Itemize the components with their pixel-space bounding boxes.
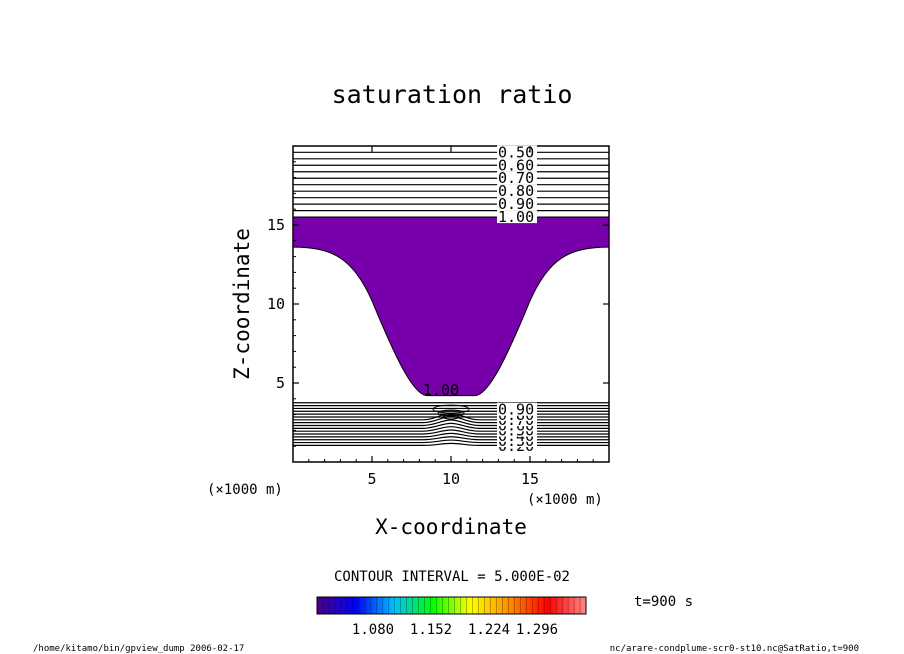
colorbar-tick-labels: 1.080 1.152 1.224 1.296 [352,622,558,638]
time-label: t=900 s [634,594,693,610]
upper-contour-label-bg [497,197,537,211]
upper-contour-label: 1.00 [498,208,534,226]
colorbar: 1.080 1.152 1.224 1.296 [316,596,587,638]
y-axis-unit: (×1000 m) [207,482,283,498]
lower-contour-loop [437,409,465,417]
lower-contour-lines [293,402,609,447]
upper-contour-label: 0.60 [498,156,534,174]
lower-contour-line [293,416,609,424]
lower-contour-label-bg [497,402,537,416]
lower-contour-line [293,436,609,441]
lower-contour-line [293,426,609,432]
upper-contour-labels: 0.500.600.700.800.901.00 [497,143,537,226]
colorbar-frame [316,596,587,615]
colorbar-stripes [322,597,581,614]
lower-contour-line [293,442,609,447]
y-tick-label: 5 [276,374,285,392]
upper-contour-label-bg [497,210,537,224]
y-axis-label: Z-coordinate [230,228,254,380]
upper-contour-label-bg [497,158,537,172]
footer-right: nc/arare-condplume-scr0-st10.nc@SatRatio… [610,644,859,654]
lower-contour-labels: 0.200.300.400.500.600.700.800.90 [497,401,537,455]
upper-contour-label: 0.70 [498,169,534,187]
y-tick-label: 15 [267,216,285,234]
lower-contour-line [293,422,609,429]
upper-contour-label: 0.80 [498,182,534,200]
upper-contour-label: 0.90 [498,195,534,213]
colorbar-tick-label: 1.296 [516,622,558,638]
lower-contour-loop [432,404,470,414]
upper-contour-label-bg [497,184,537,198]
lower-contour-line [293,432,609,438]
chart-title: saturation ratio [332,80,573,109]
upper-contour-label: 0.50 [498,143,534,161]
lower-contour-loop [442,414,460,420]
x-axis-label: X-coordinate [375,515,527,539]
lower-contour-label: 0.90 [498,401,534,419]
colorbar-tick-label: 1.152 [410,622,452,638]
upper-contour-label-bg [497,145,537,159]
y-tick-label: 10 [267,295,285,313]
plot-area: 0.500.600.700.800.901.00 0.200.300.400.5… [267,143,610,488]
lower-contour-line [293,429,609,435]
colorbar-gradient [317,597,586,614]
x-tick-label: 10 [442,470,460,488]
colorbar-tick-label: 1.224 [468,622,510,638]
x-axis-unit: (×1000 m) [527,492,603,508]
upper-contour-lines [293,151,609,218]
axis-ticks: 5 10 15 5 10 15 [267,146,609,488]
colorbar-tick-label: 1.080 [352,622,394,638]
contour-interval: CONTOUR INTERVAL = 5.000E-02 [334,569,570,585]
x-tick-label: 5 [367,470,376,488]
lower-contour-line [293,439,609,444]
x-tick-label: 15 [521,470,539,488]
supersaturated-region [292,216,610,397]
footer-left: /home/kitamo/bin/gpview_dump 2006-02-17 [33,644,244,654]
lower-contour-line [293,419,609,427]
inner-contour-label: 1.00 [423,381,459,399]
upper-contour-label-bg [497,171,537,185]
